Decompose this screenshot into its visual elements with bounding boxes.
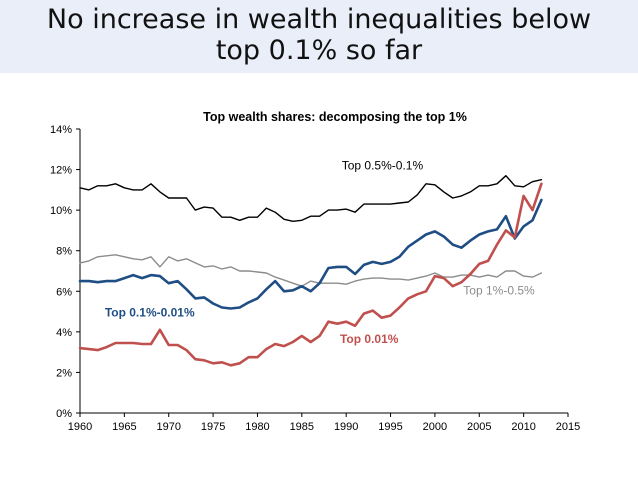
y-tick-label: 2%	[56, 367, 72, 379]
x-tick-label: 2010	[511, 421, 535, 433]
y-tick-label: 10%	[50, 205, 72, 217]
x-tick-label: 2000	[423, 421, 447, 433]
x-tick-label: 1960	[68, 421, 92, 433]
x-tick-label: 2005	[467, 421, 491, 433]
x-tick-label: 1995	[378, 421, 402, 433]
x-tick-label: 1975	[201, 421, 225, 433]
y-tick-label: 14%	[50, 124, 72, 136]
x-tick-label: 1970	[156, 421, 180, 433]
chart-annotations: Top 0.5%-0.1% Top 1%-0.5% Top 0.1%-0.01% To…	[105, 159, 535, 346]
series-line-top-0-1-0-01	[78, 198, 543, 310]
series-label: Top 0.1%-0.01%	[105, 306, 195, 320]
y-tick-label: 6%	[56, 286, 72, 298]
x-tick-label: 1965	[112, 421, 136, 433]
series-label: Top 1%-0.5%	[463, 283, 535, 297]
series-label: Top 0.5%-0.1%	[342, 159, 424, 173]
slide-header	[0, 0, 638, 73]
y-tick-label: 4%	[56, 327, 72, 339]
x-tick-label: 1985	[290, 421, 314, 433]
x-tick-label: 1980	[245, 421, 269, 433]
series-line-top-0-01	[78, 182, 543, 367]
chart-axes: 0% 2% 4% 6% 8% 10% 12% 14% 1960 1965 1970 1975 1980 1…	[50, 124, 580, 433]
slide-title-line-2: top 0.1% so far	[215, 35, 423, 66]
y-tick-label: 12%	[50, 165, 72, 177]
chart-series	[78, 174, 543, 367]
series-line-top-1-0-5	[79, 254, 543, 287]
x-tick-label: 1990	[334, 421, 358, 433]
slide-title-line-1: No increase in wealth inequalities below	[46, 4, 592, 35]
series-line-top-0-5-0-1	[79, 174, 543, 223]
slide-title: No increase in wealth inequalities below…	[0, 4, 638, 66]
series-label: Top 0.01%	[340, 332, 399, 346]
line-chart: Top wealth shares: decomposing the top 1…	[50, 110, 580, 433]
x-tick-label: 2015	[556, 421, 580, 433]
y-tick-label: 8%	[56, 246, 72, 258]
chart-title: Top wealth shares: decomposing the top 1…	[203, 110, 467, 124]
y-tick-label: 0%	[56, 408, 72, 420]
